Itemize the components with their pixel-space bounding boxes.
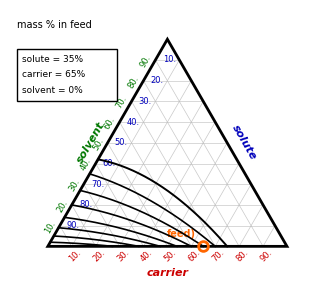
Text: 80.: 80. [234, 248, 250, 264]
Text: 30.: 30. [139, 97, 152, 106]
Text: carrier: carrier [147, 268, 188, 278]
Text: 90.: 90. [67, 221, 80, 230]
Text: 70.: 70. [91, 180, 104, 189]
Text: mass % in feed: mass % in feed [17, 20, 91, 30]
Text: 70.: 70. [115, 94, 129, 111]
Text: 40.: 40. [127, 118, 140, 127]
Text: 20.: 20. [151, 76, 164, 85]
Text: 50.: 50. [163, 248, 179, 263]
Text: 50.: 50. [115, 138, 128, 147]
Text: 40.: 40. [79, 157, 93, 173]
Text: carrier = 65%: carrier = 65% [21, 70, 85, 79]
Text: feed): feed) [167, 229, 196, 239]
Text: 30.: 30. [67, 177, 81, 193]
Text: 60.: 60. [103, 159, 116, 168]
Text: 50.: 50. [91, 136, 105, 152]
Text: solute: solute [230, 124, 258, 162]
Text: 90.: 90. [139, 53, 153, 69]
Bar [17, 49, 117, 101]
Text: 10.: 10. [67, 248, 83, 263]
Text: 70.: 70. [211, 248, 226, 264]
Text: 80.: 80. [79, 200, 92, 209]
Text: 10.: 10. [163, 56, 176, 65]
Text: solute = 35%: solute = 35% [21, 55, 82, 64]
Text: 40.: 40. [139, 248, 154, 263]
Text: solvent = 0%: solvent = 0% [21, 86, 82, 95]
Text: 20.: 20. [91, 248, 107, 263]
Text: solvent: solvent [75, 120, 107, 165]
Text: 10.: 10. [43, 219, 57, 235]
Text: 60.: 60. [187, 248, 202, 264]
Text: 60.: 60. [103, 115, 117, 131]
Text: 30.: 30. [115, 248, 131, 264]
Text: 90.: 90. [258, 248, 274, 263]
Text: 20.: 20. [55, 198, 69, 214]
Text: 80.: 80. [127, 74, 141, 90]
